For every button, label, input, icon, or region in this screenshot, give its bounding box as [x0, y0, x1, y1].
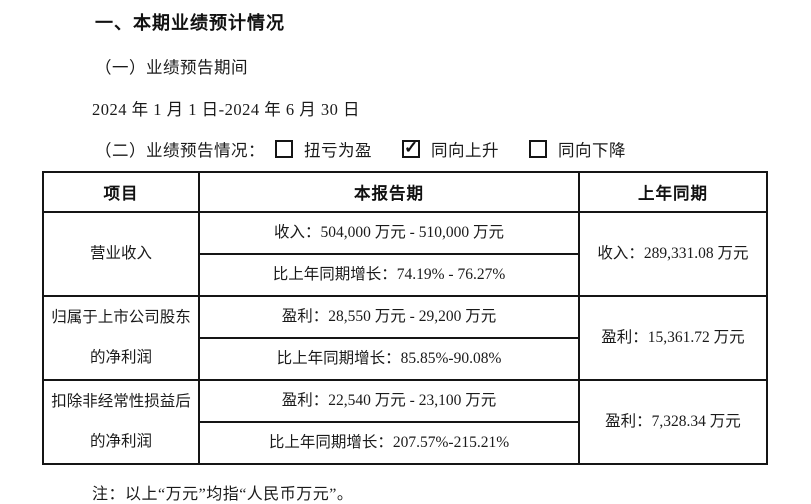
current-value-cell: 盈利：28,550 万元 - 29,200 万元: [198, 295, 580, 339]
option-same-direction-down: 同向下降: [529, 137, 626, 161]
table-row-revenue-growth: 比上年同期增长：74.19% - 76.27%: [43, 253, 767, 297]
table-row-deducted-profit: 扣除非经常性损益后的净利润 盈利：22,540 万元 - 23,100 万元 盈…: [42, 379, 768, 465]
current-value-cell: 盈利：22,540 万元 - 23,100 万元: [198, 379, 580, 423]
table-row-deducted-profit-growth: 比上年同期增长：207.57%-215.21%: [43, 421, 767, 465]
performance-forecast-table: 项目 本报告期 上年同期 营业收入 收入：504,000 万元 - 510,00…: [42, 171, 768, 465]
table-row-revenue: 营业收入 收入：504,000 万元 - 510,000 万元 收入：289,3…: [42, 211, 768, 297]
option-label: 同向下降: [558, 141, 626, 160]
forecast-period-text: 2024 年 1 月 1 日-2024 年 6 月 30 日: [92, 100, 360, 119]
col-header-prior-period: 上年同期: [578, 171, 768, 213]
performance-forecast-document: 一、本期业绩预计情况 （一）业绩预告期间 2024 年 1 月 1 日-2024…: [0, 0, 811, 484]
table-header-row: 项目 本报告期 上年同期: [42, 171, 768, 213]
col-header-item: 项目: [42, 171, 200, 213]
growth-cell: 比上年同期增长：74.19% - 76.27%: [198, 253, 580, 297]
col-header-current-period: 本报告期: [198, 171, 580, 213]
checkbox-turn-loss-to-profit-icon: [275, 140, 293, 158]
growth-cell: 比上年同期增长：85.85%-90.08%: [198, 337, 580, 381]
checkbox-same-direction-up-icon: [402, 138, 420, 158]
prior-value-cell: 收入：289,331.08 万元: [578, 211, 768, 297]
forecast-type-line: （二）业绩预告情况： 扭亏为盈 同向上升 同向下降: [95, 137, 811, 161]
growth-cell: 比上年同期增长：207.57%-215.21%: [198, 421, 580, 465]
item-cell: 归属于上市公司股东的净利润: [42, 295, 200, 381]
table-row-net-profit: 归属于上市公司股东的净利润 盈利：28,550 万元 - 29,200 万元 盈…: [42, 295, 768, 381]
checkbox-same-direction-down-icon: [529, 140, 547, 158]
item-cell: 营业收入: [42, 211, 200, 297]
option-same-direction-up: 同向上升: [402, 137, 499, 161]
prior-value-cell: 盈利：7,328.34 万元: [578, 379, 768, 465]
option-label: 扭亏为盈: [304, 141, 372, 160]
forecast-type-label: （二）业绩预告情况：: [95, 141, 265, 160]
section-heading: 一、本期业绩预计情况: [95, 13, 285, 33]
option-turn-loss-to-profit: 扭亏为盈: [275, 137, 372, 161]
option-label: 同向上升: [431, 141, 499, 160]
subsection-period-label: （一）业绩预告期间: [95, 58, 248, 77]
current-value-cell: 收入：504,000 万元 - 510,000 万元: [198, 211, 580, 255]
prior-value-cell: 盈利：15,361.72 万元: [578, 295, 768, 381]
item-cell: 扣除非经常性损益后的净利润: [42, 379, 200, 465]
table-row-net-profit-growth: 比上年同期增长：85.85%-90.08%: [43, 337, 767, 381]
